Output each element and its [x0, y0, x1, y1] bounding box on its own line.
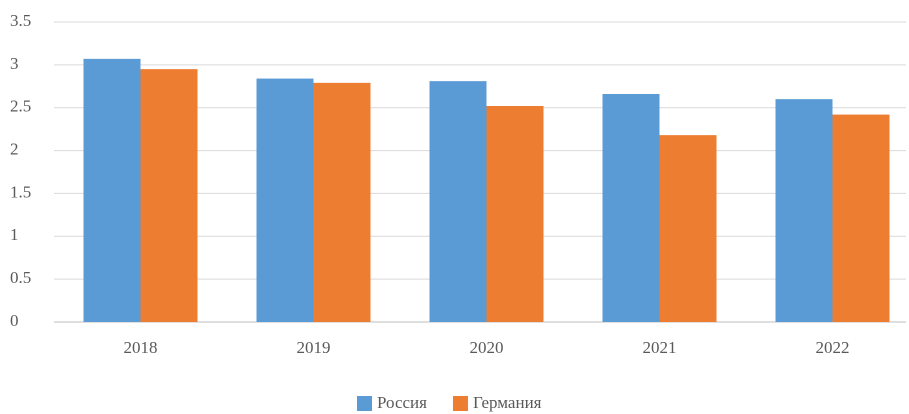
y-tick-label: 2.5	[10, 97, 31, 116]
bar	[256, 78, 314, 322]
x-tick-label: 2021	[643, 338, 677, 357]
legend-swatch	[452, 396, 468, 411]
bar	[313, 82, 371, 322]
y-tick-label: 3	[10, 54, 19, 73]
x-tick-label: 2022	[816, 338, 850, 357]
y-tick-label: 0	[10, 311, 19, 330]
bar	[775, 99, 833, 323]
legend-label: Германия	[473, 393, 542, 412]
bar	[602, 94, 660, 322]
legend-label: Россия	[377, 393, 427, 412]
y-tick-label: 1	[10, 225, 19, 244]
y-tick-label: 0.5	[10, 268, 31, 287]
bar	[832, 114, 890, 322]
x-tick-label: 2020	[470, 338, 504, 357]
legend-swatch	[357, 396, 372, 411]
y-tick-label: 3.5	[10, 11, 31, 30]
y-tick-label: 2	[10, 139, 19, 158]
bar	[83, 58, 141, 322]
bar	[659, 135, 717, 322]
bar	[429, 81, 487, 323]
x-tick-label: 2018	[124, 338, 158, 357]
y-tick-label: 1.5	[10, 182, 31, 201]
x-tick-label: 2019	[297, 338, 331, 357]
bar	[140, 69, 198, 323]
bar	[486, 106, 544, 322]
